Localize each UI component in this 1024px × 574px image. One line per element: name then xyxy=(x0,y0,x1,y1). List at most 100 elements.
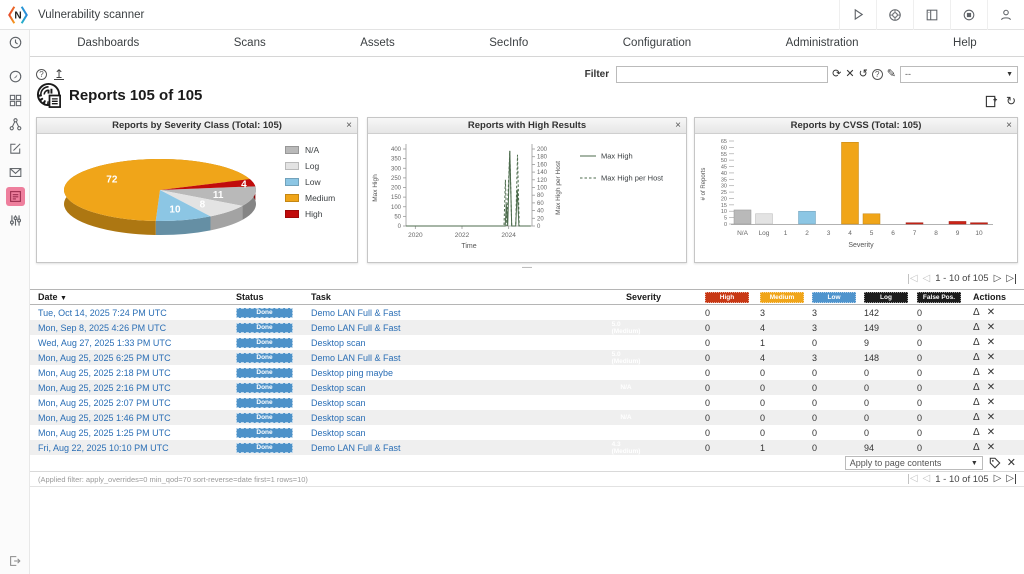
delete-report-icon[interactable]: ✕ xyxy=(986,382,996,393)
task-link[interactable]: Desktop ping maybe xyxy=(311,367,394,378)
manual-icon[interactable] xyxy=(913,0,950,30)
task-link[interactable]: Demo LAN Full & Fast xyxy=(311,352,401,363)
header-log-chip[interactable]: Log xyxy=(864,291,908,303)
bar-severity-4[interactable] xyxy=(841,142,859,225)
report-date-link[interactable]: Mon, Aug 25, 2025 6:25 PM UTC xyxy=(38,352,171,363)
bar-severity-log[interactable] xyxy=(755,213,773,225)
scans-icon[interactable] xyxy=(0,184,30,208)
lifering-icon[interactable] xyxy=(876,0,913,30)
header-date[interactable]: Date ▼ xyxy=(38,292,67,302)
nav-administration[interactable]: Administration xyxy=(785,37,859,49)
task-link[interactable]: Demo LAN Full & Fast xyxy=(311,307,401,318)
task-link[interactable]: Desktop scan xyxy=(311,382,366,393)
nav-secinfo[interactable]: SecInfo xyxy=(489,37,529,49)
bar-severity-7[interactable] xyxy=(905,222,924,225)
status-badge[interactable]: Done xyxy=(236,352,293,363)
legend-item-na[interactable]: N/A xyxy=(285,142,335,158)
pie-slice-medium[interactable] xyxy=(64,159,250,221)
filter-reset-icon[interactable]: ↺ xyxy=(858,67,868,80)
edit-icon[interactable] xyxy=(0,136,30,160)
report-date-link[interactable]: Tue, Oct 14, 2025 7:24 PM UTC xyxy=(38,307,167,318)
page-first-icon[interactable]: ◁ xyxy=(907,272,918,284)
delta-report-icon[interactable]: Δ xyxy=(973,307,980,318)
bar-severity-5[interactable] xyxy=(862,213,881,225)
delete-report-icon[interactable]: ✕ xyxy=(986,412,996,423)
delete-report-icon[interactable]: ✕ xyxy=(986,367,996,378)
bar-severity-10[interactable] xyxy=(970,222,988,225)
page-last-icon[interactable]: ▷ xyxy=(1006,473,1016,484)
status-badge[interactable]: Done xyxy=(236,307,293,318)
report-date-link[interactable]: Mon, Aug 25, 2025 2:07 PM UTC xyxy=(38,397,171,408)
panel-severity-class-header[interactable]: Reports by Severity Class (Total: 105) × xyxy=(37,118,357,134)
tag-icon[interactable] xyxy=(989,457,1001,469)
apply-dropdown[interactable]: Apply to page contents ▼ xyxy=(844,456,983,470)
bar-severity-9[interactable] xyxy=(948,221,967,225)
status-badge[interactable]: Done xyxy=(236,337,293,348)
delete-report-icon[interactable]: ✕ xyxy=(986,427,996,438)
filter-delete-icon[interactable]: ✕ xyxy=(845,67,855,80)
dashboards-icon[interactable] xyxy=(0,88,30,112)
filter-dropdown[interactable]: -- ▼ xyxy=(900,65,1018,83)
delete-report-icon[interactable]: ✕ xyxy=(986,337,996,348)
task-link[interactable]: Desktop scan xyxy=(311,397,366,408)
delta-report-icon[interactable]: Δ xyxy=(973,412,980,423)
status-badge[interactable]: Done xyxy=(236,412,293,423)
status-badge[interactable]: Done xyxy=(236,427,293,438)
topology-icon[interactable] xyxy=(0,112,30,136)
mail-icon[interactable] xyxy=(0,160,30,184)
header-high-chip[interactable]: High xyxy=(705,291,749,303)
panel-cvss-header[interactable]: Reports by CVSS (Total: 105) × xyxy=(695,118,1017,134)
report-date-link[interactable]: Wed, Aug 27, 2025 1:33 PM UTC xyxy=(38,337,172,348)
pie-slice-log[interactable] xyxy=(160,190,243,217)
filters-icon[interactable] xyxy=(0,208,30,232)
delta-report-icon[interactable]: Δ xyxy=(973,367,980,378)
legend-item-high[interactable]: High xyxy=(285,206,335,222)
filter-input[interactable] xyxy=(616,65,829,83)
page-prev-icon[interactable]: ◁ xyxy=(922,473,931,484)
close-icon[interactable]: × xyxy=(1006,120,1012,131)
clock-icon[interactable] xyxy=(0,30,30,54)
header-low-chip[interactable]: Low xyxy=(812,291,856,303)
upload-icon[interactable]: ↥ xyxy=(54,66,65,81)
close-icon[interactable]: × xyxy=(346,120,352,131)
report-date-link[interactable]: Mon, Aug 25, 2025 2:18 PM UTC xyxy=(38,367,171,378)
report-date-link[interactable]: Mon, Aug 25, 2025 2:16 PM UTC xyxy=(38,382,171,393)
pie-slice-low[interactable] xyxy=(155,190,211,221)
delete-report-icon[interactable]: ✕ xyxy=(986,307,996,318)
legend-item-medium[interactable]: Medium xyxy=(285,190,335,206)
report-date-link[interactable]: Mon, Aug 25, 2025 1:25 PM UTC xyxy=(38,427,171,438)
task-link[interactable]: Demo LAN Full & Fast xyxy=(311,322,401,333)
delta-report-icon[interactable]: Δ xyxy=(973,352,980,363)
task-link[interactable]: Demo LAN Full & Fast xyxy=(311,442,401,453)
delete-report-icon[interactable]: ✕ xyxy=(986,442,996,453)
task-link[interactable]: Desktop scan xyxy=(311,427,366,438)
delta-report-icon[interactable]: Δ xyxy=(973,397,980,408)
status-badge[interactable]: Done xyxy=(236,442,293,453)
nav-dashboards[interactable]: Dashboards xyxy=(77,37,140,49)
delta-report-icon[interactable]: Δ xyxy=(973,337,980,348)
nav-configuration[interactable]: Configuration xyxy=(622,37,692,49)
legend-item-log[interactable]: Log xyxy=(285,158,335,174)
header-task[interactable]: Task xyxy=(311,292,331,302)
page-next-icon[interactable]: ▷ xyxy=(993,272,1002,284)
reload-dashboard-icon[interactable]: ↻ xyxy=(1005,94,1016,108)
play-icon[interactable] xyxy=(839,0,876,30)
target-icon[interactable] xyxy=(950,0,987,30)
nav-scans[interactable]: Scans xyxy=(233,37,266,49)
task-link[interactable]: Desktop scan xyxy=(311,412,366,423)
pie-slice-na[interactable] xyxy=(160,186,256,206)
delta-report-icon[interactable]: Δ xyxy=(973,427,980,438)
status-badge[interactable]: Done xyxy=(236,367,293,378)
panel-high-results-header[interactable]: Reports with High Results × xyxy=(368,118,686,134)
delete-report-icon[interactable]: ✕ xyxy=(986,352,996,363)
nav-help[interactable]: Help xyxy=(953,37,977,49)
status-badge[interactable]: Done xyxy=(236,322,293,333)
report-date-link[interactable]: Fri, Aug 22, 2025 10:10 PM UTC xyxy=(38,442,169,453)
status-badge[interactable]: Done xyxy=(236,382,293,393)
close-icon[interactable]: × xyxy=(675,120,681,131)
report-date-link[interactable]: Mon, Aug 25, 2025 1:46 PM UTC xyxy=(38,412,171,423)
task-link[interactable]: Desktop scan xyxy=(311,337,366,348)
dashboard-resize-handle[interactable]: — xyxy=(522,261,532,273)
nav-assets[interactable]: Assets xyxy=(360,37,395,49)
delete-report-icon[interactable]: ✕ xyxy=(986,397,996,408)
